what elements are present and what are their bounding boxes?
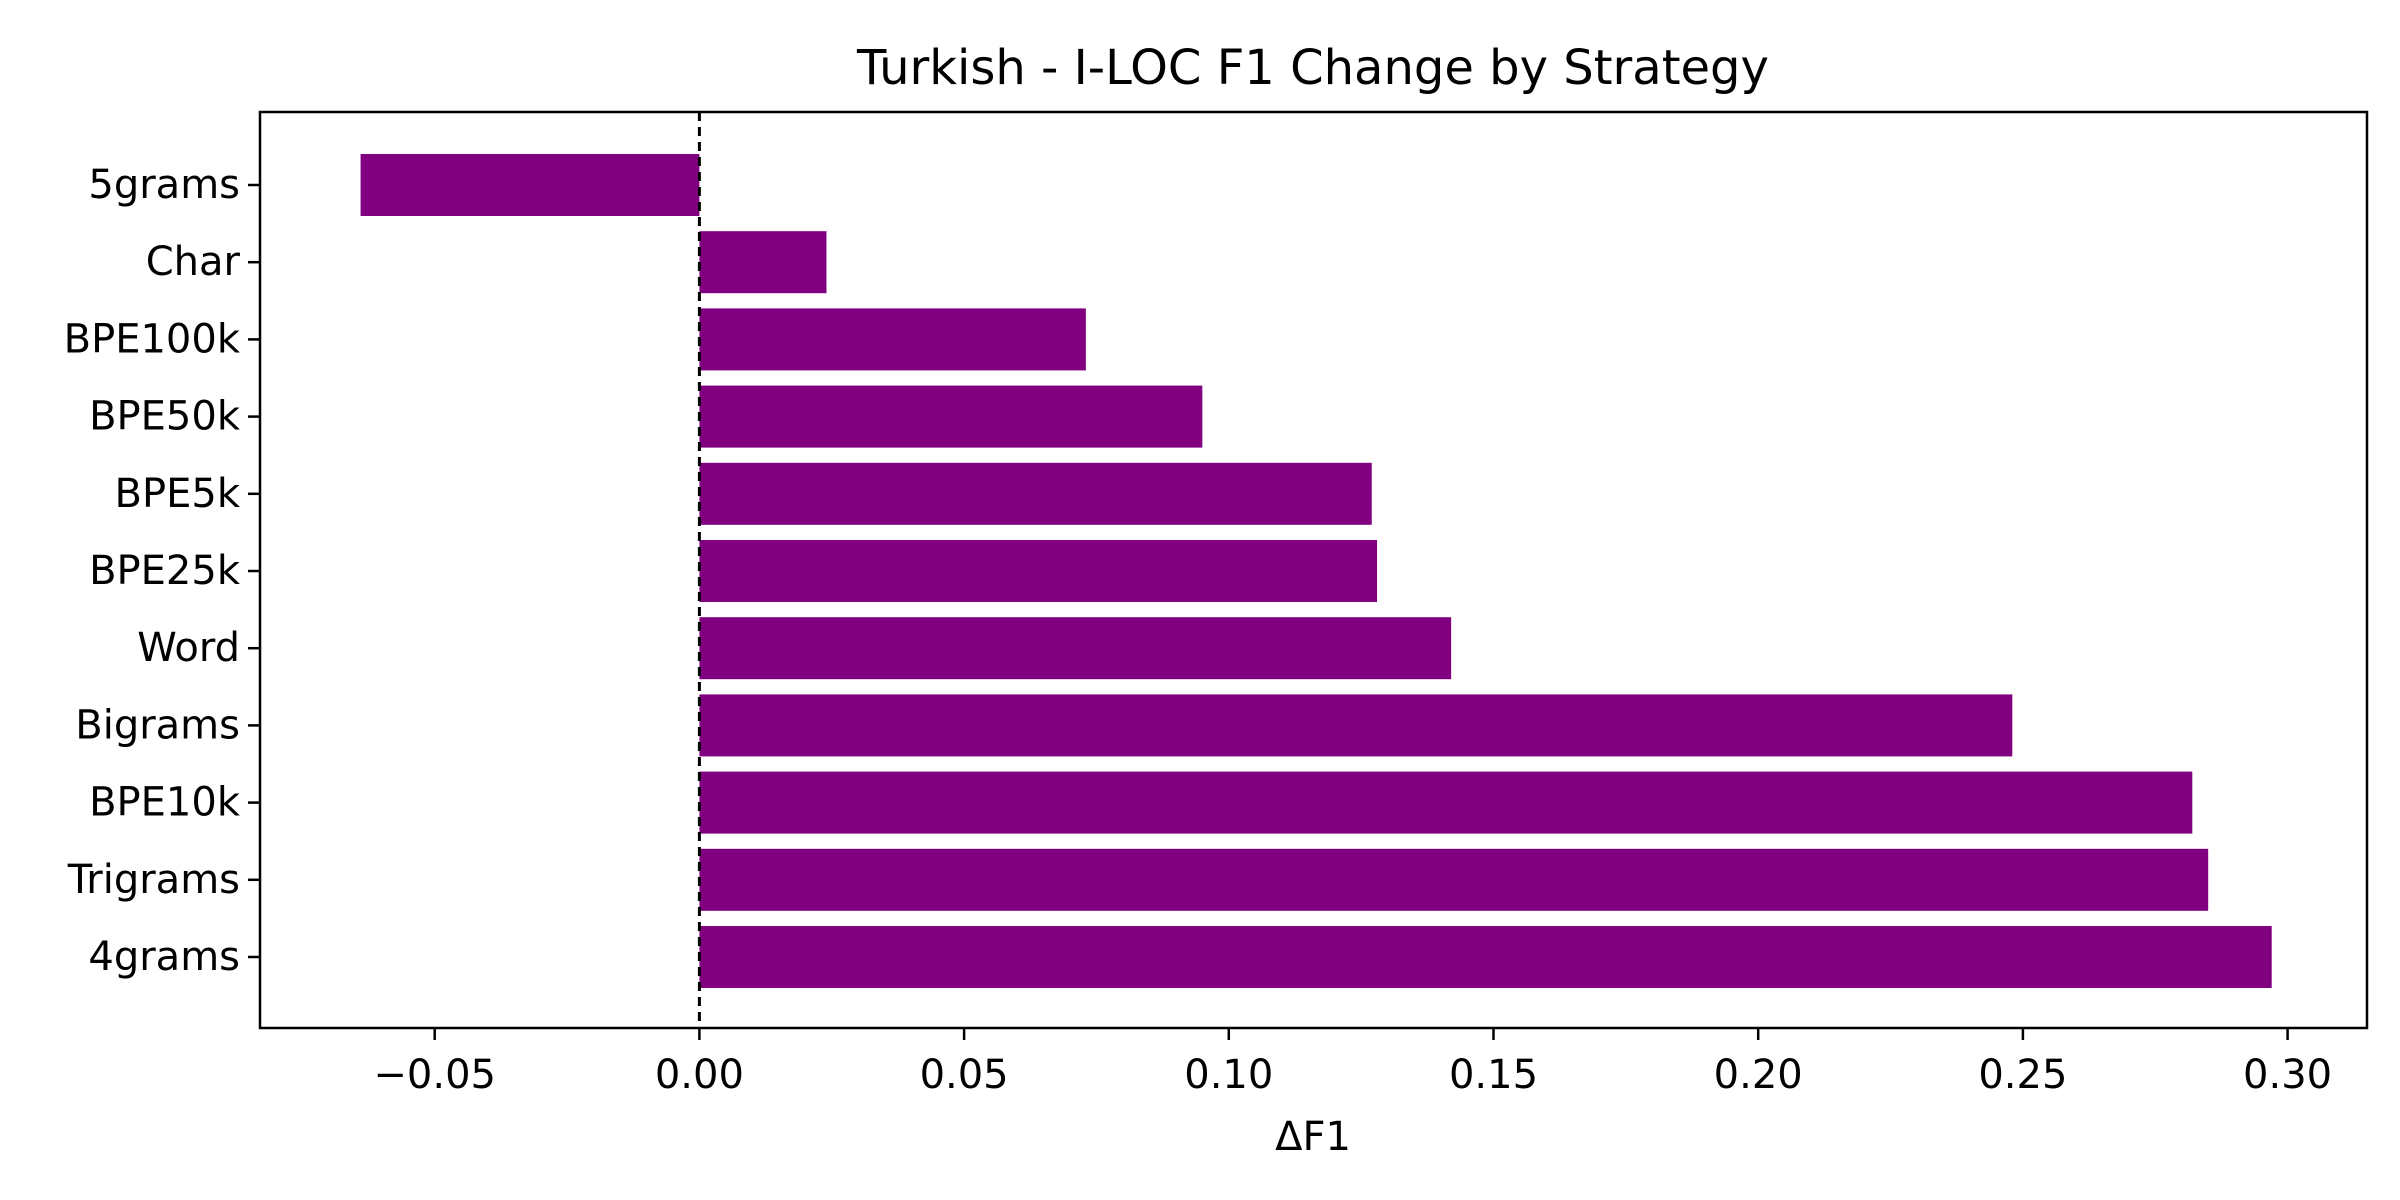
y-tick-label: Word xyxy=(137,625,240,671)
bar-4grams xyxy=(699,926,2272,988)
y-tick-label: 4grams xyxy=(88,934,240,980)
y-tick-label: Trigrams xyxy=(67,857,240,903)
y-tick-label: Bigrams xyxy=(75,702,240,748)
bar-word xyxy=(699,617,1452,680)
bar-trigrams xyxy=(699,848,2209,911)
y-tick-label: BPE50k xyxy=(89,394,241,440)
chart-title: Turkish - I-LOC F1 Change by Strategy xyxy=(856,40,1769,96)
y-tick-label: BPE10k xyxy=(89,780,241,826)
bar-bpe100k xyxy=(699,308,1086,371)
x-tick-label: 0.15 xyxy=(1449,1052,1538,1098)
bar-bpe25k xyxy=(699,540,1378,602)
x-tick-label: 0.30 xyxy=(2243,1052,2332,1098)
y-tick-label: 5grams xyxy=(88,162,240,208)
bar-5grams xyxy=(360,154,700,216)
y-tick-label: BPE25k xyxy=(89,548,241,594)
x-tick-label: 0.00 xyxy=(655,1052,744,1098)
y-axis: 5grams Char BPE100k BPE50k BPE5k BPE25k Word Bi… xyxy=(64,162,260,980)
x-tick-label: 0.25 xyxy=(1978,1052,2067,1098)
x-tick-label: 0.10 xyxy=(1184,1052,1273,1098)
x-tick-label: 0.05 xyxy=(920,1052,1009,1098)
y-tick-label: BPE100k xyxy=(64,316,241,362)
bar-bpe5k xyxy=(699,462,1372,525)
x-tick-label: −0.05 xyxy=(373,1052,496,1098)
y-tick-label: BPE5k xyxy=(115,471,241,517)
bar-bpe50k xyxy=(699,385,1203,448)
bar-bigrams xyxy=(699,694,2013,757)
bar-bpe10k xyxy=(699,771,2193,834)
y-tick-label: Char xyxy=(146,239,241,285)
bars-group xyxy=(360,154,2272,988)
x-axis-label: ΔF1 xyxy=(1275,1114,1351,1160)
x-axis: −0.05 0.00 0.05 0.10 0.15 0.20 0.25 0.30 xyxy=(373,1028,2332,1098)
x-tick-label: 0.20 xyxy=(1714,1052,1803,1098)
bar-char xyxy=(699,231,827,294)
